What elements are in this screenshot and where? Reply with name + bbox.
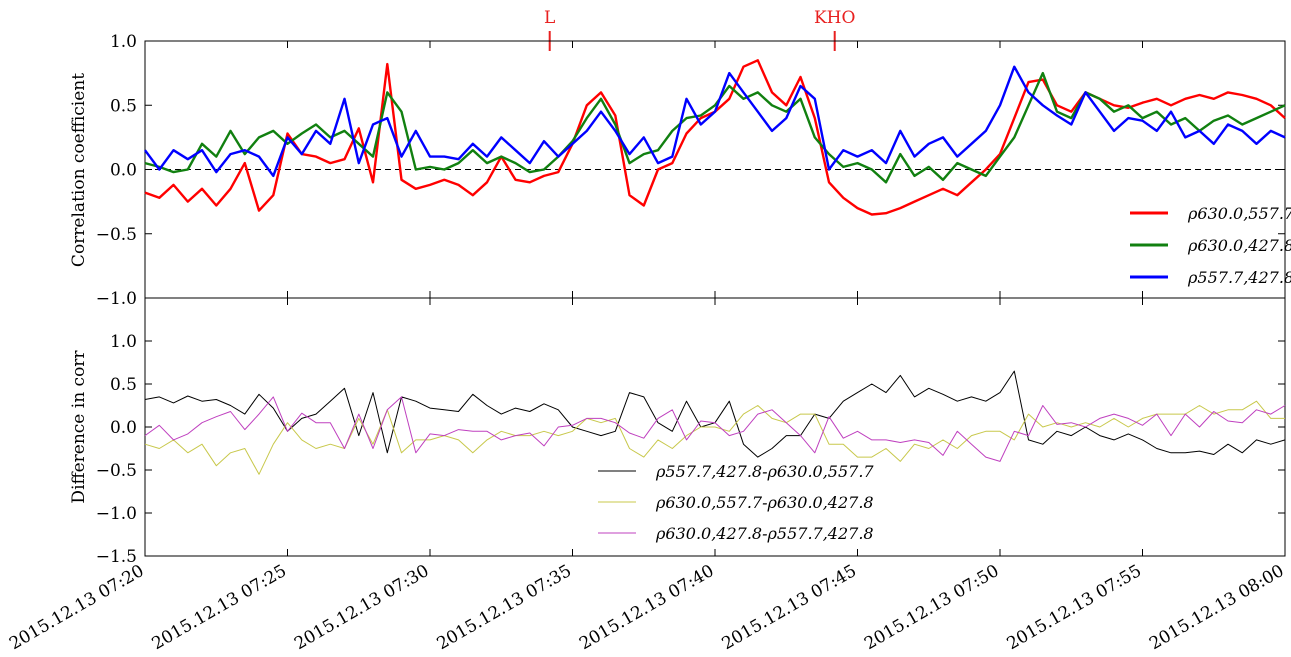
- x-tick-label: 2015.12.13 08:00: [1146, 561, 1287, 654]
- x-tick-label: 2015.12.13 07:55: [1004, 561, 1145, 654]
- series-line-1: [144, 400, 1285, 475]
- y-tick-label: −0.5: [96, 225, 137, 245]
- y-tick-label: 0.0: [110, 418, 137, 438]
- series-line-2: [144, 65, 1286, 178]
- x-tick-label: 2015.12.13 07:20: [6, 561, 147, 654]
- legend-label: ρ630.0,557.7-ρ630.0,427.8: [655, 493, 874, 512]
- x-tick-label: 2015.12.13 07:35: [434, 561, 575, 654]
- top-y-axis: 1.0 0.5 0.0 −0.5 −1.0: [96, 32, 1285, 309]
- series-line-1: [144, 71, 1286, 184]
- legend-label: ρ557.7,427.8-ρ630.0,557.7: [655, 462, 874, 481]
- legend-label: ρ630.0,427.8-ρ557.7,427.8: [655, 524, 874, 543]
- y-tick-label: 1.0: [110, 32, 137, 52]
- legend-label: ρ630.0,557.7: [1187, 204, 1291, 223]
- y-tick-label: 0.0: [110, 161, 137, 181]
- x-tick-label: 2015.12.13 07:30: [291, 561, 432, 654]
- event-markers: L KHO: [544, 8, 855, 51]
- top-ylabel: Correlation coefficient: [69, 73, 89, 267]
- y-tick-label: −1.0: [96, 289, 137, 309]
- y-tick-label: −1.5: [96, 547, 137, 567]
- top-series: [144, 59, 1286, 216]
- top-panel: 1.0 0.5 0.0 −0.5 −1.0 Correlation coefficien…: [69, 32, 1291, 309]
- series-line-0: [144, 59, 1286, 216]
- bottom-x-axis: 2015.12.13 07:20 2015.12.13 07:25 2015.12.…: [6, 298, 1288, 654]
- x-tick-label: 2015.12.13 07:40: [576, 561, 717, 654]
- bottom-ylabel: Difference in corr: [69, 350, 89, 504]
- series-line-2: [144, 396, 1286, 462]
- x-tick-label: 2015.12.13 07:25: [149, 561, 290, 654]
- legend-label: ρ557.7,427.8: [1187, 268, 1291, 287]
- legend-label: ρ630.0,427.8: [1187, 236, 1291, 255]
- y-tick-label: 0.5: [110, 96, 137, 116]
- x-tick-label: 2015.12.13 07:50: [861, 561, 1002, 654]
- y-tick-label: −0.5: [96, 461, 137, 481]
- event-label: L: [544, 8, 555, 28]
- y-tick-label: 0.5: [110, 375, 137, 395]
- x-tick-label: 2015.12.13 07:45: [719, 561, 860, 654]
- bottom-y-axis: 1.0 0.5 0.0 −0.5 −1.0 −1.5: [96, 332, 1285, 567]
- top-x-ticks: [144, 41, 1286, 298]
- bottom-panel: 1.00.50.0−0.5−1.0−1.5 2015.12.13 07:20 20…: [6, 297, 1288, 654]
- y-tick-label: −1.0: [96, 504, 137, 524]
- bottom-series: [144, 370, 1286, 475]
- bottom-legend: ρ557.7,427.8-ρ630.0,557.7 ρ630.0,557.7-ρ6…: [598, 462, 874, 543]
- y-tick-label: 1.0: [110, 332, 137, 352]
- top-legend: ρ630.0,557.7 ρ630.0,427.8 ρ557.7,427.8: [1130, 204, 1291, 287]
- event-label: KHO: [814, 8, 855, 28]
